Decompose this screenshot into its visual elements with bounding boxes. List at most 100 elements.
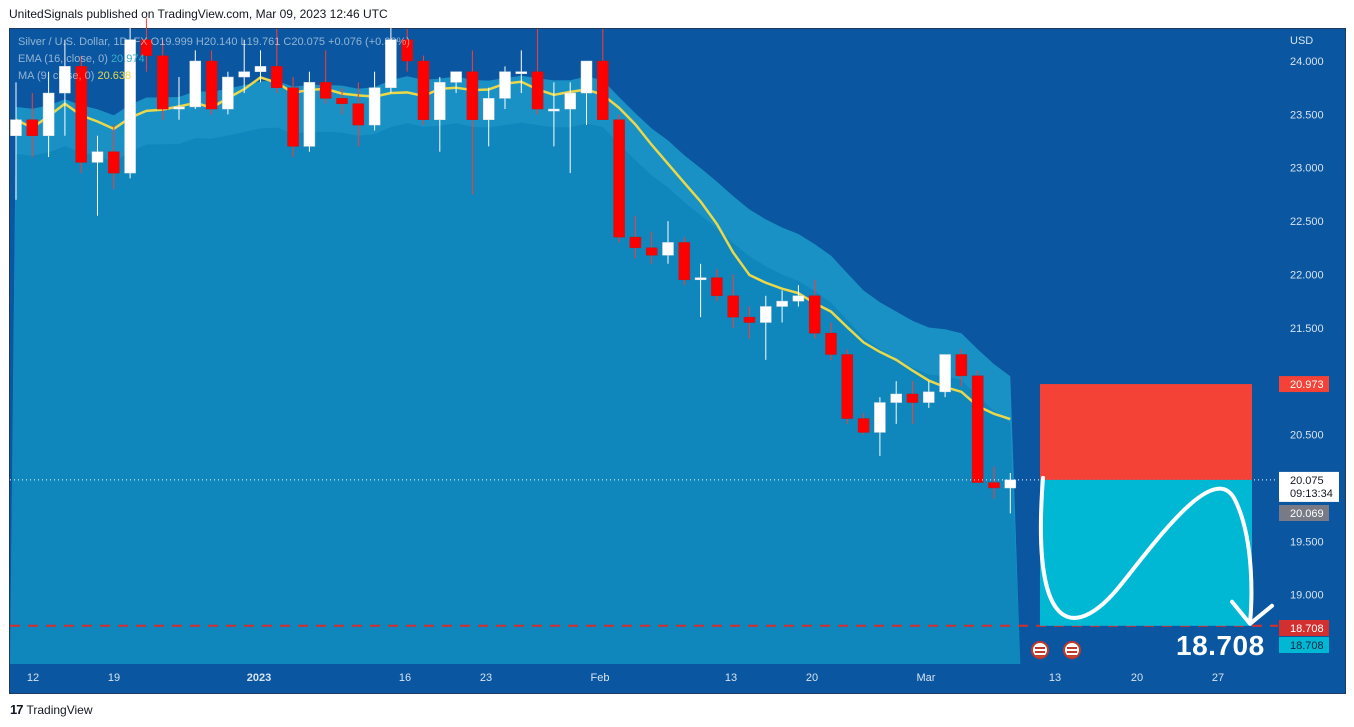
candle-body: [205, 60, 218, 110]
x-tick-label: Feb: [591, 672, 610, 684]
x-tick-label: 19: [108, 672, 120, 684]
candle-body: [401, 39, 413, 62]
candle-body: [124, 39, 136, 174]
candle-body: [75, 66, 87, 163]
ma-label: MA (9, close, 0): [18, 70, 95, 82]
candle-body: [336, 98, 348, 104]
prev-price-label: 20.069: [1290, 508, 1324, 520]
publisher-header: UnitedSignals published on TradingView.c…: [9, 7, 388, 21]
y-tick-label: 22.500: [1290, 216, 1324, 228]
footer-brand: TradingView: [26, 702, 93, 717]
candle-body: [499, 71, 511, 99]
candle-body: [368, 87, 381, 126]
y-tick-label: 23.000: [1290, 163, 1324, 175]
target-teal-label: 18.708: [1290, 640, 1324, 652]
target-red-label-bg: [1279, 620, 1329, 636]
y-tick-label: 24.000: [1290, 56, 1324, 68]
candle-body: [59, 66, 71, 94]
candle-body: [26, 119, 39, 136]
candle-body: [857, 418, 870, 433]
candle-body: [580, 60, 593, 94]
candle-body: [482, 98, 495, 120]
candle-body: [140, 39, 153, 56]
candle-body: [287, 87, 299, 147]
candle-body: [694, 277, 707, 281]
current-price-label: 20.075: [1290, 475, 1324, 487]
ema-label: EMA (16, close, 0): [18, 53, 108, 65]
candle-body: [613, 119, 625, 238]
candle-body: [662, 242, 674, 256]
candle-body: [808, 295, 821, 334]
candle-body: [548, 108, 560, 112]
prev-price-label-bg: [1279, 505, 1329, 521]
candle-body: [1004, 479, 1017, 489]
candle-body: [597, 60, 609, 120]
chart-legend: Silver / U.S. Dollar, 1D, FX O19.999 H20…: [18, 34, 410, 85]
candle-body: [906, 393, 919, 403]
us-flag-event-icon[interactable]: [1063, 641, 1081, 659]
candle-countdown-label: 09:13:34: [1290, 488, 1333, 500]
y-tick-label: 21.500: [1290, 323, 1324, 335]
candle-body: [890, 393, 902, 403]
x-tick-label: 27: [1212, 672, 1224, 684]
candle-body: [874, 402, 886, 433]
candle-body: [91, 151, 104, 163]
candle-body: [466, 71, 479, 120]
candle-body: [352, 103, 365, 126]
tradingview-logo-icon: 17: [10, 702, 24, 717]
ma-value: 20.638: [97, 70, 132, 82]
candle-body: [189, 60, 202, 108]
candle-body: [776, 300, 788, 307]
target-price-annotation: 18.708: [1176, 630, 1265, 661]
ema-value: 20.974: [110, 53, 145, 65]
x-tick-label: 16: [399, 672, 411, 684]
x-tick-label: 2023: [247, 672, 271, 684]
candle-body: [825, 332, 837, 355]
candle-body: [743, 316, 756, 323]
x-tick-label: 13: [1049, 672, 1061, 684]
ema-fill-area: [10, 122, 1021, 664]
candle-body: [955, 354, 968, 377]
target-teal-label-bg: [1279, 637, 1329, 653]
us-flag-event-icon[interactable]: [1031, 641, 1049, 659]
candle-body: [156, 55, 169, 110]
y-tick-label: 19.500: [1290, 536, 1324, 548]
footer: 17 TradingView: [10, 702, 93, 717]
x-tick-label: Mar: [917, 672, 936, 684]
x-tick-label: 13: [725, 672, 737, 684]
current-price-label-bg: [1279, 471, 1339, 502]
stop-price-label-bg: [1279, 376, 1329, 393]
candle-body: [271, 66, 283, 88]
y-tick-label: 22.000: [1290, 269, 1324, 281]
candle-body: [254, 66, 267, 72]
candle-body: [385, 39, 397, 88]
symbol-label: Silver / U.S. Dollar, 1D, FX: [18, 36, 148, 48]
candle-body: [939, 354, 951, 393]
x-tick-label: 23: [480, 672, 492, 684]
candle-body: [173, 106, 185, 110]
y-tick-label: 20.500: [1290, 430, 1324, 442]
candle-body: [238, 71, 250, 78]
x-tick-label: 20: [1131, 672, 1143, 684]
candle-body: [450, 71, 462, 83]
candle-body: [711, 277, 723, 297]
y-tick-label: 19.000: [1290, 590, 1324, 602]
candle-body: [629, 236, 642, 249]
candle-body: [988, 482, 1000, 489]
candle-body: [727, 295, 739, 318]
candle-body: [319, 82, 332, 99]
candle-body: [564, 92, 576, 110]
candle-body: [303, 82, 316, 147]
candle-body: [10, 119, 22, 136]
candle-body: [417, 60, 430, 120]
candle-body: [434, 82, 446, 120]
projection-arrow-icon: [1230, 599, 1274, 626]
stop-price-label: 20.973: [1290, 379, 1324, 391]
stop-loss-zone: [1040, 384, 1252, 480]
candle-body: [42, 92, 55, 136]
axis-currency-label: USD: [1290, 35, 1313, 47]
ma-line: [15, 75, 1011, 421]
target-red-label: 18.708: [1290, 623, 1324, 635]
candle-body: [923, 391, 935, 403]
